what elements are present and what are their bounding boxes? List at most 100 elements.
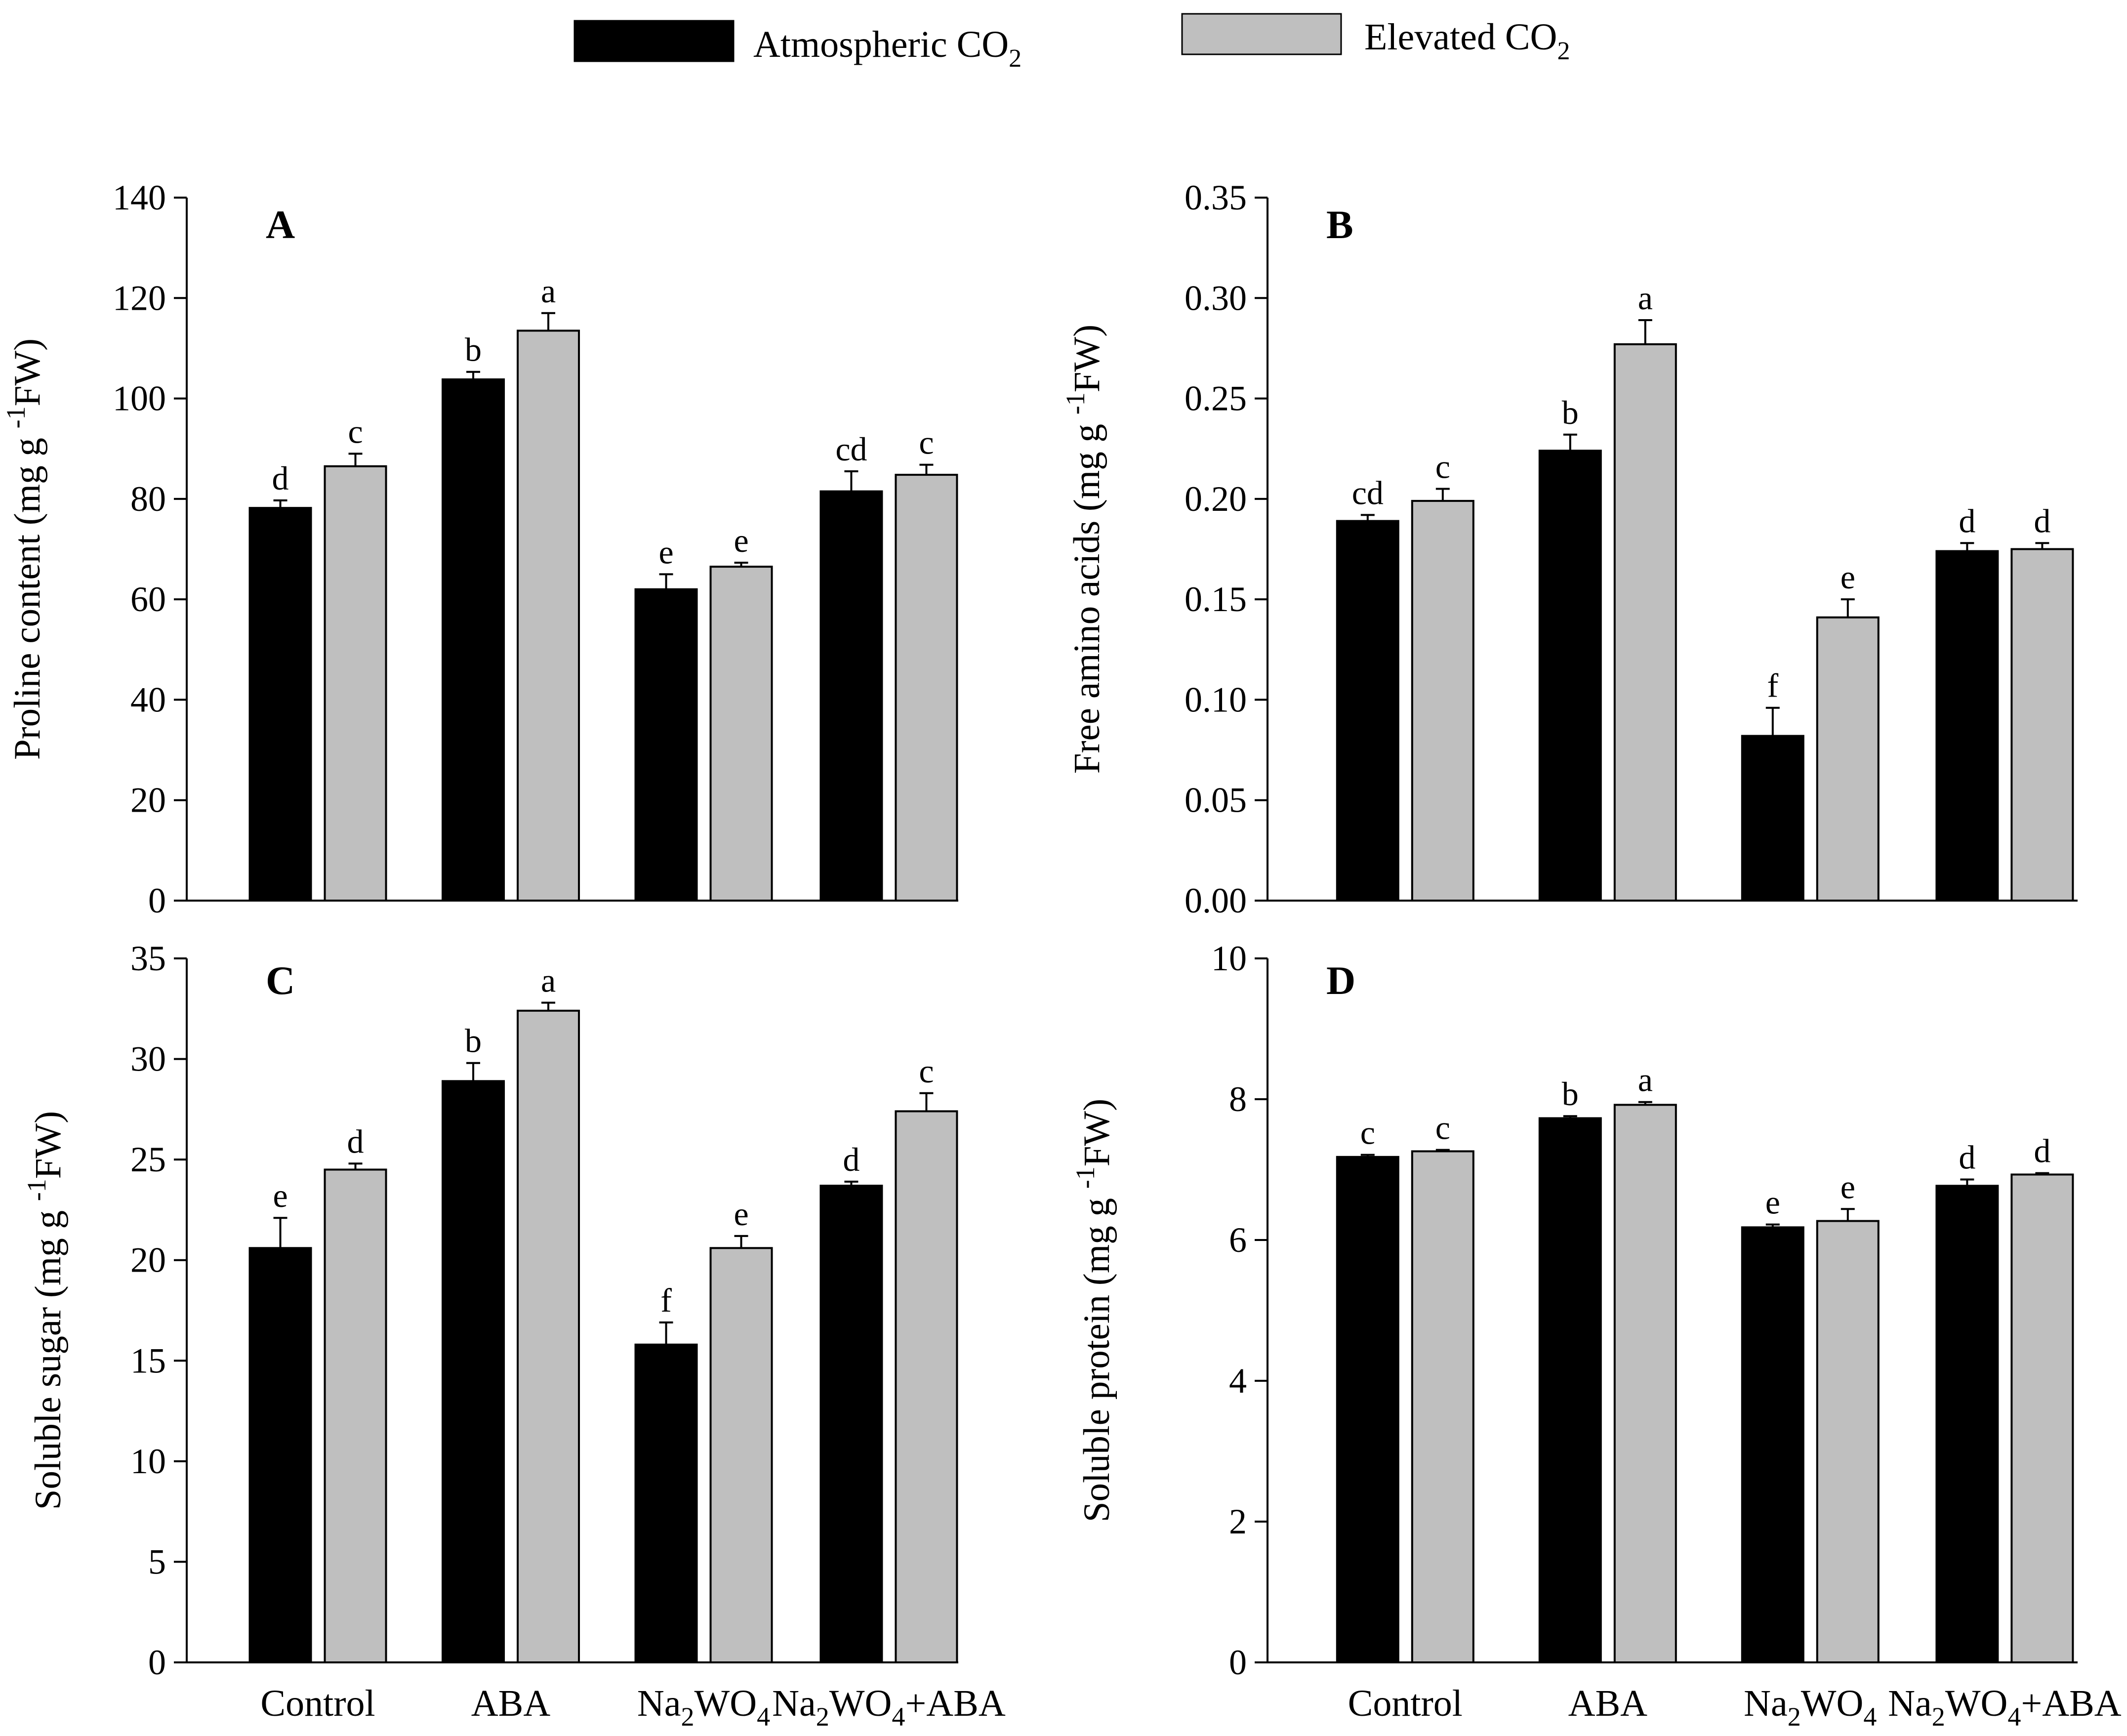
panel-d-bar-aba-atm-significance-letter: b [1562, 1075, 1579, 1113]
panel-d-y-tick-label: 6 [1229, 1220, 1247, 1260]
panel-d-y-tick-label: 10 [1211, 939, 1247, 978]
panel-d-y-tick-label: 0 [1229, 1643, 1247, 1682]
panel-d-bar-na2wo4-elev [1816, 1220, 1880, 1663]
panel-a-bar-control-atm [248, 507, 312, 902]
panel-d: 0 2 4 6 8 10 Soluble protein (mg g -1FW) Dc c b a e… [1070, 939, 2122, 1732]
panel-a-y-tick-label: 80 [130, 479, 166, 519]
panel-d-bar-aba-atm [1538, 1117, 1602, 1664]
panel-b-bar-na2wo4-atm-significance-letter: f [1767, 667, 1778, 704]
panel-c: 0 5 10 15 20 25 30 35 Soluble sugar (mg g -1FW) C… [22, 939, 1006, 1732]
legend: Atmospheric CO2 Elevated CO2 [573, 13, 1570, 73]
panel-b-bar-control-elev-significance-letter: c [1435, 448, 1450, 486]
panel-d-bar-control-elev-significance-letter: c [1435, 1109, 1450, 1147]
panel-d-bar-control-atm [1336, 1156, 1399, 1664]
panel-b-y-tick-label: 0.00 [1185, 881, 1247, 920]
panel-a-y-axis-title: Proline content (mg g -1FW) [1, 338, 48, 760]
panel-d-bar-na2wo4-aba-elev [2010, 1173, 2074, 1664]
panel-a-bar-na2wo4-aba-elev-significance-letter: c [919, 424, 934, 461]
panel-b-y-tick-label: 0.20 [1185, 479, 1247, 519]
panel-b-y-tick-label: 0.25 [1185, 379, 1247, 418]
panel-b-bar-aba-atm [1538, 450, 1602, 902]
panel-c-category-label-control: Control [260, 1683, 375, 1724]
panel-d-bar-na2wo4-aba-atm [1935, 1185, 1999, 1663]
panel-b-bar-na2wo4-atm [1741, 735, 1804, 902]
panel-b: 0.00 0.05 0.10 0.15 0.20 0.25 0.30 0.35 Free ami… [1061, 178, 2078, 920]
panel-c-y-axis-title: Soluble sugar (mg g -1FW) [22, 1111, 69, 1510]
panel-b-bar-control-atm [1336, 520, 1399, 902]
panel-d-y-tick-label: 4 [1229, 1361, 1247, 1401]
panel-c-bar-na2wo4-elev-significance-letter: e [734, 1195, 748, 1233]
panel-c-y-tick-label: 0 [148, 1643, 166, 1682]
panel-a-bar-aba-elev-significance-letter: a [541, 272, 556, 310]
panel-b-y-tick-label: 0.35 [1185, 178, 1247, 217]
panel-c-bar-control-elev-significance-letter: d [347, 1122, 364, 1160]
panel-a-y-tick-label: 60 [130, 579, 166, 619]
panel-b-bar-na2wo4-aba-atm-significance-letter: d [1959, 502, 1975, 539]
legend-label-1: Atmospheric CO2 [753, 24, 1022, 73]
panel-a-bar-aba-elev [517, 330, 580, 902]
panel-a-panel-letter: A [266, 202, 295, 247]
panel-b-bar-aba-elev [1613, 343, 1677, 902]
panel-a-bar-na2wo4-aba-elev [895, 474, 958, 902]
panel-a-bar-aba-atm-significance-letter: b [465, 331, 482, 369]
panel-d-category-label-aba: ABA [1568, 1683, 1648, 1724]
panel-a-y-tick-label: 40 [130, 680, 166, 719]
panel-b-y-tick-label: 0.30 [1185, 278, 1247, 318]
panel-c-bar-aba-elev-significance-letter: a [541, 962, 556, 999]
panel-a-y-tick-label: 120 [113, 278, 166, 318]
panel-c-y-tick-label: 30 [130, 1039, 166, 1079]
panel-b-bar-aba-atm-significance-letter: b [1562, 394, 1579, 431]
panel-b-y-tick-label: 0.05 [1185, 781, 1247, 820]
panel-b-bar-control-elev [1411, 499, 1474, 902]
panel-d-category-label-na2wo4: Na2WO4 [1744, 1683, 1877, 1732]
legend-label-2: Elevated CO2 [1364, 16, 1570, 65]
panel-c-y-tick-label: 20 [130, 1240, 166, 1280]
legend-swatch-2 [1181, 13, 1342, 55]
panel-c-bar-aba-atm-significance-letter: b [465, 1022, 482, 1060]
panel-d-y-axis-title: Soluble protein (mg g -1FW) [1070, 1099, 1117, 1522]
panel-c-bar-na2wo4-aba-elev-significance-letter: c [919, 1052, 934, 1090]
panel-a-bar-na2wo4-atm-significance-letter: e [658, 533, 673, 571]
panel-c-bar-na2wo4-aba-elev [895, 1110, 958, 1663]
panel-d-bar-aba-elev [1613, 1104, 1677, 1663]
panel-b-y-tick-label: 0.10 [1185, 680, 1247, 719]
panel-b-bar-na2wo4-elev-significance-letter: e [1841, 558, 1855, 596]
panel-c-bar-na2wo4-atm-significance-letter: f [660, 1281, 672, 1319]
panel-c-panel-letter: C [266, 958, 295, 1003]
panel-d-y-tick-label: 2 [1229, 1502, 1247, 1541]
panel-a-bar-control-elev-significance-letter: c [348, 413, 363, 450]
panel-a-bar-na2wo4-aba-atm [819, 490, 883, 902]
panel-b-bar-na2wo4-aba-elev-significance-letter: d [2034, 502, 2050, 539]
panel-c-bar-control-atm-significance-letter: e [273, 1177, 287, 1214]
panel-c-bar-aba-atm [442, 1080, 505, 1663]
panel-d-bar-na2wo4-atm-significance-letter: e [1765, 1184, 1780, 1221]
panel-c-y-tick-label: 10 [130, 1442, 166, 1481]
panel-c-y-tick-label: 15 [130, 1341, 166, 1380]
panel-d-bar-control-atm-significance-letter: c [1360, 1114, 1375, 1152]
panel-b-bar-na2wo4-elev [1816, 616, 1880, 902]
panel-c-bar-control-atm [248, 1247, 312, 1663]
legend-swatch-1 [573, 20, 735, 62]
panel-d-category-label-na2wo4-aba: Na2WO4+ABA [1888, 1683, 2122, 1732]
panel-d-bar-na2wo4-elev-significance-letter: e [1841, 1168, 1855, 1205]
panel-a-y-tick-label: 20 [130, 781, 166, 820]
panel-d-bar-na2wo4-aba-atm-significance-letter: d [1959, 1138, 1975, 1176]
panel-b-bar-na2wo4-aba-elev [2010, 548, 2074, 902]
panel-d-y-tick-label: 8 [1229, 1079, 1247, 1119]
panel-d-bar-aba-elev-significance-letter: a [1638, 1061, 1653, 1099]
panel-c-category-label-aba: ABA [471, 1683, 551, 1724]
panel-a-y-tick-label: 0 [148, 881, 166, 920]
panel-a-bar-na2wo4-atm [634, 588, 698, 902]
panel-c-bar-na2wo4-aba-atm-significance-letter: d [843, 1141, 859, 1178]
panel-c-bar-na2wo4-elev [709, 1247, 773, 1663]
panel-a-bar-na2wo4-elev [709, 566, 773, 902]
panel-c-bar-control-elev [324, 1168, 387, 1663]
panel-c-y-tick-label: 25 [130, 1140, 166, 1179]
panel-c-category-label-na2wo4: Na2WO4 [637, 1683, 770, 1732]
panel-b-y-axis-title: Free amino acids (mg g -1FW) [1061, 325, 1107, 774]
panel-b-y-tick-label: 0.15 [1185, 579, 1247, 619]
panel-d-bar-control-elev [1411, 1150, 1474, 1663]
